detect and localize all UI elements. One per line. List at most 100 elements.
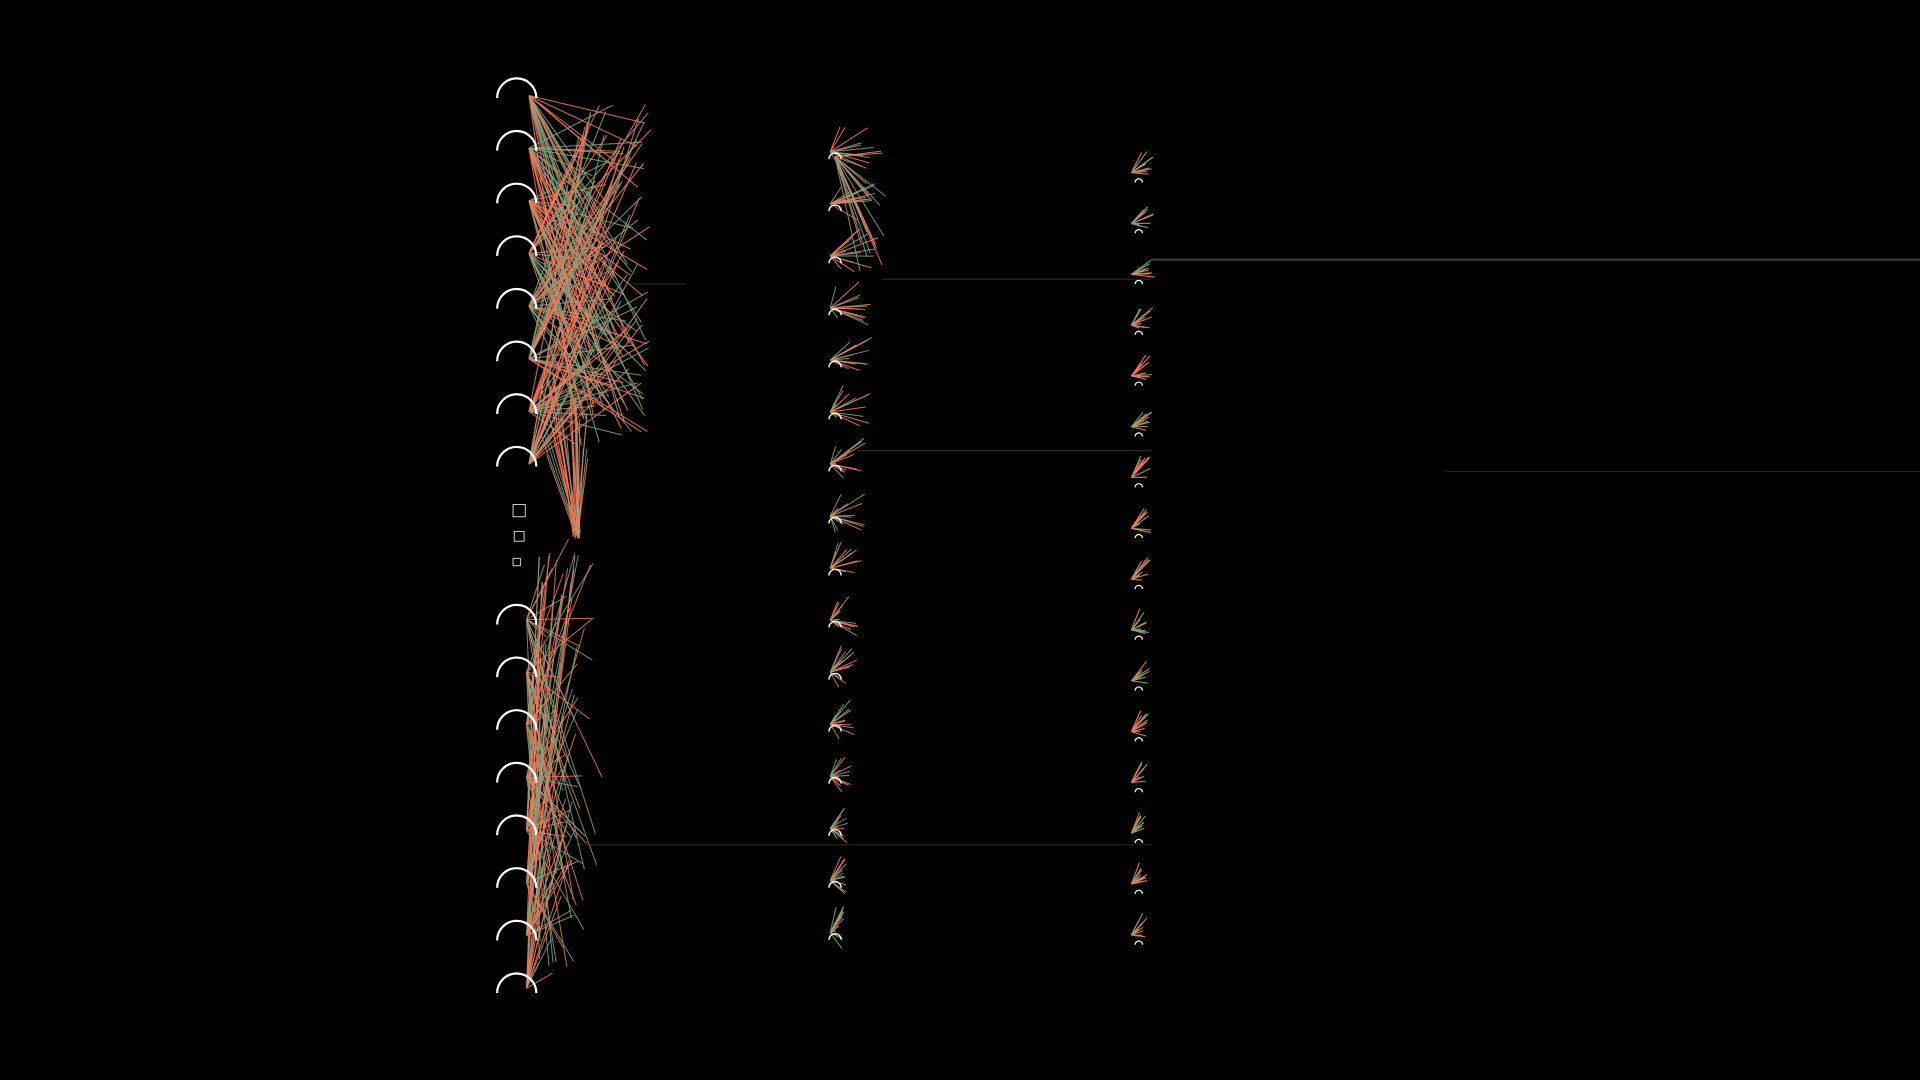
connection-edge	[528, 122, 588, 465]
connection-edge	[829, 393, 871, 413]
connection-edge	[830, 303, 871, 309]
connection-edge	[570, 390, 576, 530]
connection-edge	[1131, 157, 1153, 174]
connection-edge	[829, 494, 842, 517]
layer-3-node	[1134, 229, 1144, 234]
layer-1-node	[496, 393, 538, 414]
connection-edge	[528, 219, 639, 307]
connection-edge	[829, 187, 842, 205]
connection-edge	[528, 200, 624, 357]
connection-edge	[1131, 426, 1147, 431]
layer-3-node	[1134, 838, 1144, 844]
connection-edge	[834, 156, 861, 272]
layer-2-node	[828, 672, 842, 680]
connection-edge	[528, 152, 619, 359]
connection-edge	[830, 664, 854, 673]
layer-1-node	[496, 919, 538, 941]
connection-edge	[526, 553, 551, 725]
connection-edge	[829, 190, 852, 205]
layer-3-node	[1134, 483, 1144, 488]
connection-edge	[1131, 373, 1152, 377]
connection-edge	[526, 835, 564, 989]
connection-edge	[528, 95, 602, 157]
connection-edge	[1131, 578, 1142, 581]
connection-edge	[1131, 680, 1148, 684]
connection-edge	[829, 237, 853, 257]
connection-edge	[528, 222, 603, 412]
connection-edge	[829, 654, 851, 673]
connection-edge	[829, 872, 844, 881]
connection-edge	[526, 662, 561, 989]
connection-edge	[1131, 511, 1148, 529]
connection-edge	[830, 307, 860, 310]
layer-1-node	[496, 709, 538, 730]
layer-3-node	[1134, 787, 1144, 793]
layer-1-node	[496, 182, 538, 204]
connection-edge	[528, 135, 608, 254]
connection-edge	[1131, 272, 1152, 275]
connection-edge	[526, 895, 562, 989]
connection-edge	[829, 448, 843, 465]
ellipsis-dot	[512, 503, 526, 518]
layer-2-node	[828, 360, 842, 368]
connection-edge	[830, 503, 863, 517]
connection-edge	[829, 918, 844, 933]
connection-edge	[829, 769, 841, 777]
connection-edge	[830, 144, 862, 153]
connection-edge	[829, 827, 848, 844]
connection-edge	[528, 114, 592, 359]
layer-1-node	[496, 340, 538, 362]
layer-3-node	[1134, 279, 1144, 285]
connection-edge	[577, 458, 589, 536]
connection-edge	[830, 250, 847, 257]
guide-lines	[575, 258, 1920, 846]
connection-edge	[575, 412, 588, 534]
connection-edge	[829, 286, 837, 309]
connection-edge	[526, 573, 564, 673]
connection-edge	[528, 111, 607, 307]
connection-edge	[540, 384, 581, 533]
connection-edge	[829, 828, 838, 838]
connection-edge	[829, 233, 869, 257]
connection-edge	[528, 200, 649, 367]
connection-edge	[829, 645, 842, 673]
connection-edge	[1131, 416, 1150, 428]
connection-edge	[577, 418, 581, 537]
connection-edge	[829, 411, 860, 427]
connection-edge	[1130, 151, 1148, 173]
connection-edge	[528, 95, 598, 230]
connection-edge	[526, 754, 566, 778]
connection-edge	[830, 514, 855, 517]
connection-edge	[829, 648, 853, 673]
layer-3-node	[1134, 686, 1144, 691]
connection-edge	[834, 156, 867, 184]
layer-2-node	[828, 204, 842, 212]
connection-edge	[568, 378, 580, 528]
layer-3-node	[1134, 178, 1144, 183]
connection-edge	[528, 184, 606, 202]
connection-edge	[528, 250, 625, 412]
layer-2-node	[828, 516, 842, 524]
layer-2-node	[828, 308, 842, 316]
connection-edge	[1130, 715, 1143, 732]
connection-edge	[829, 757, 842, 777]
connection-edge	[1130, 867, 1142, 885]
connection-edge	[1130, 862, 1140, 885]
connection-edge	[830, 826, 838, 829]
connection-edge	[528, 358, 645, 399]
connection-edge	[830, 349, 870, 361]
connection-edge	[1130, 354, 1147, 377]
ellipsis-marker	[512, 503, 526, 567]
connection-edge	[526, 856, 552, 989]
layer-1-node	[496, 972, 538, 994]
connection-edge	[834, 156, 876, 245]
layer-2-node	[828, 152, 842, 160]
connection-edge	[829, 549, 848, 569]
connection-edge	[829, 542, 839, 569]
layer-3-node	[1134, 940, 1144, 945]
connection-edge	[528, 226, 650, 307]
connection-edge	[526, 715, 564, 989]
connection-edge	[829, 552, 853, 569]
connection-edge	[829, 338, 869, 361]
